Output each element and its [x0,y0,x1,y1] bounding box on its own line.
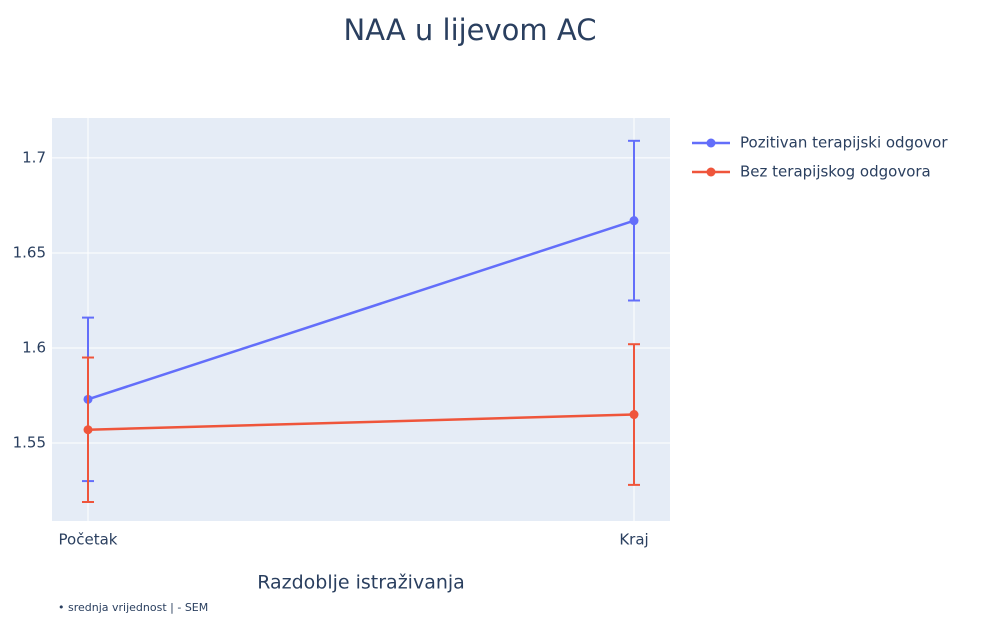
series-line [87,413,635,432]
legend-marker [706,138,716,148]
x-axis-label: Razdoblje istraživanja [257,572,465,594]
plot-area [52,118,670,521]
y-tick-label: 1.65 [13,243,46,261]
y-tick-label: 1.7 [22,148,46,166]
legend-label: Bez terapijskog odgovora [740,163,931,181]
y-tick-label: 1.55 [13,434,46,452]
legend-label: Pozitivan terapijski odgovor [740,134,948,152]
chart-title: NAA u lijevom AC [344,13,597,47]
marker [629,216,639,226]
marker [83,425,93,435]
marker [629,410,639,420]
annotation: • srednja vrijednost | - SEM [58,601,208,614]
x-tick-label: Kraj [619,531,648,549]
legend-marker [706,167,716,177]
x-tick-label: Početak [59,531,118,549]
series-line [87,219,635,401]
y-tick-label: 1.6 [22,339,46,357]
